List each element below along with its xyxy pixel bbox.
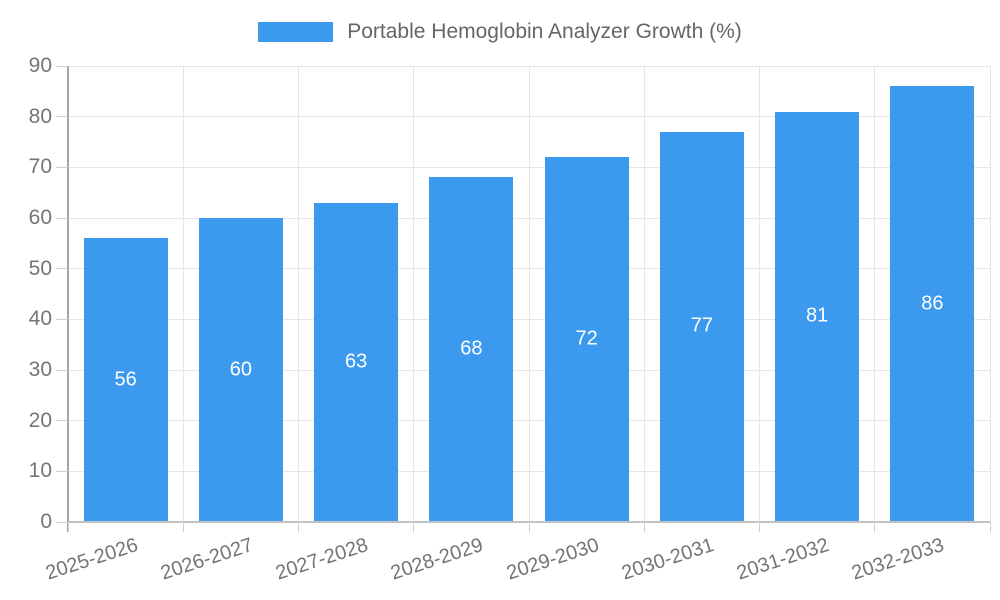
chart-legend-item[interactable]: Portable Hemoglobin Analyzer Growth (%) bbox=[0, 20, 1000, 44]
gridline-vertical bbox=[989, 66, 991, 522]
y-tick-label: 10 bbox=[28, 459, 52, 483]
y-tick-label: 50 bbox=[28, 256, 52, 280]
bar[interactable]: 86 bbox=[890, 86, 975, 521]
x-axis-tick bbox=[989, 522, 991, 532]
legend-swatch bbox=[258, 22, 334, 42]
bar[interactable]: 60 bbox=[198, 218, 283, 521]
bar-value-label: 56 bbox=[114, 368, 137, 391]
x-axis-tick bbox=[528, 522, 530, 532]
y-tick-label: 80 bbox=[28, 104, 52, 128]
y-tick-label: 40 bbox=[28, 307, 52, 331]
y-tick-label: 0 bbox=[40, 510, 52, 533]
x-axis-tick bbox=[67, 522, 69, 532]
y-tick-label: 60 bbox=[28, 206, 52, 229]
bar[interactable]: 77 bbox=[659, 131, 744, 521]
y-axis-tick bbox=[56, 420, 68, 422]
y-axis-tick bbox=[56, 65, 68, 67]
bar-value-label: 77 bbox=[690, 314, 713, 337]
y-axis-tick bbox=[56, 166, 68, 168]
y-axis-tick bbox=[56, 318, 68, 320]
gridline-vertical bbox=[528, 66, 530, 522]
gridline-vertical bbox=[643, 66, 645, 522]
gridline-vertical bbox=[298, 66, 299, 522]
bar[interactable]: 68 bbox=[429, 177, 514, 521]
gridline-vertical bbox=[413, 66, 415, 522]
x-axis-tick bbox=[643, 522, 645, 532]
y-axis-tick bbox=[56, 470, 68, 472]
bar-value-label: 68 bbox=[460, 337, 483, 360]
x-axis-tick bbox=[182, 522, 184, 532]
x-axis-tick bbox=[413, 522, 415, 532]
bar-value-label: 86 bbox=[921, 292, 944, 315]
y-tick-label: 90 bbox=[28, 54, 52, 77]
y-axis-tick bbox=[56, 369, 68, 371]
bar[interactable]: 72 bbox=[544, 157, 629, 521]
bar[interactable]: 63 bbox=[314, 202, 399, 521]
y-tick-label: 70 bbox=[28, 155, 52, 179]
y-tick-label: 20 bbox=[28, 408, 52, 432]
bar-value-label: 72 bbox=[575, 327, 598, 350]
y-axis-tick bbox=[56, 116, 68, 118]
bar-value-label: 60 bbox=[229, 358, 252, 380]
plot-area: 56 60 63 68 72 77 81 86 bbox=[67, 65, 991, 532]
x-axis-tick bbox=[298, 522, 299, 532]
y-axis-tick bbox=[56, 217, 68, 219]
y-axis-tick bbox=[56, 268, 68, 270]
bar-value-label: 81 bbox=[806, 304, 829, 327]
gridline-vertical bbox=[874, 66, 876, 522]
gridline-vertical bbox=[182, 66, 184, 522]
bar[interactable]: 56 bbox=[83, 238, 168, 521]
y-axis-line bbox=[67, 66, 69, 532]
bar-value-label: 63 bbox=[345, 350, 368, 373]
x-axis-tick bbox=[759, 522, 760, 532]
x-axis-tick bbox=[874, 522, 876, 532]
y-tick-label: 30 bbox=[28, 358, 52, 381]
bar[interactable]: 81 bbox=[775, 111, 860, 521]
chart-title: Portable Hemoglobin Analyzer Growth (%) bbox=[347, 20, 742, 43]
gridline-vertical bbox=[759, 66, 760, 522]
y-axis-tick bbox=[56, 521, 68, 523]
